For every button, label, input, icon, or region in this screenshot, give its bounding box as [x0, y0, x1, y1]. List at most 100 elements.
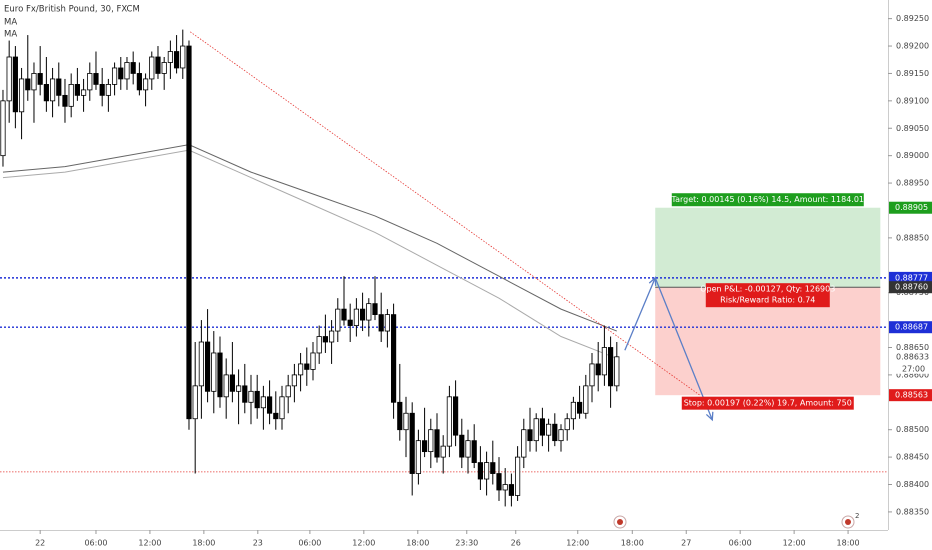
candle-body	[310, 352, 316, 370]
candle-body	[502, 484, 508, 491]
candle-body	[601, 347, 608, 376]
y-tick-label: 0.88650	[896, 343, 929, 352]
candle-body	[614, 356, 620, 387]
x-tick-label: 18:00	[192, 539, 215, 548]
x-tick-label: 12:00	[138, 539, 161, 548]
indicator-label: MA	[4, 18, 17, 28]
candle-body	[545, 423, 552, 436]
candle-body	[409, 412, 415, 474]
candle-body	[583, 385, 589, 414]
candle-body	[533, 418, 539, 442]
candle-body	[204, 341, 211, 392]
plot	[0, 29, 888, 507]
candle-body	[149, 56, 155, 80]
candle-body	[471, 440, 477, 463]
candle-body	[483, 462, 490, 480]
last-price-label: 0.88633	[896, 352, 929, 361]
candle-body	[335, 308, 341, 332]
candle-body	[353, 308, 359, 326]
candle-body	[403, 412, 409, 431]
candle-body	[558, 429, 564, 442]
candle-body	[31, 73, 37, 91]
trend-line	[189, 31, 701, 396]
candle-body	[595, 363, 601, 376]
candle-body	[180, 45, 186, 69]
candle-body	[18, 78, 25, 113]
candle-body	[465, 440, 471, 458]
candle-body	[552, 423, 558, 442]
candle-body	[415, 440, 421, 474]
y-tick-label: 0.88400	[896, 480, 929, 489]
candle-body	[93, 73, 99, 85]
candle-body	[56, 78, 62, 96]
price-badge	[889, 201, 932, 214]
candle-body	[242, 385, 248, 403]
candle-body	[68, 84, 74, 107]
countdown-label: 27:00	[902, 364, 925, 373]
candle-body	[124, 62, 130, 80]
x-tick-label: 12:00	[566, 539, 589, 548]
candle-body	[211, 352, 217, 392]
candle-body	[378, 314, 384, 332]
candle-body	[217, 352, 223, 398]
countdown-badge	[889, 362, 932, 374]
candle-body	[62, 94, 68, 107]
y-tick-label: 0.89050	[896, 124, 929, 133]
indicator-label: MA	[4, 30, 17, 40]
candle-body	[279, 396, 285, 420]
candle-body	[421, 440, 428, 453]
y-tick-label: 0.88850	[896, 233, 929, 242]
ratio-label: Risk/Reward Ratio: 0.74	[720, 296, 815, 305]
candle-body	[260, 396, 266, 409]
x-tick-label: 12:00	[783, 539, 806, 548]
candle-body	[111, 67, 118, 85]
candle-body	[118, 67, 124, 80]
pnl-label: Open P&L: -0.00127, Qty: 126903	[700, 285, 835, 294]
candle-body	[372, 303, 378, 316]
price-badge	[889, 321, 932, 334]
price-badge	[889, 271, 932, 284]
candle-body	[43, 84, 49, 102]
y-tick-label: 0.88450	[896, 453, 929, 462]
candle-body	[248, 390, 254, 403]
candle-body	[564, 418, 570, 431]
candle-body	[285, 385, 291, 398]
candle-body	[521, 429, 527, 458]
y-tick-label: 0.88350	[896, 507, 929, 516]
candle-body	[291, 374, 297, 387]
target-label: Target: 0.00145 (0.16%) 14.5, Amount: 11…	[671, 195, 864, 204]
y-tick-label: 0.88500	[896, 425, 929, 434]
event-icon-dot	[617, 519, 623, 525]
candle-body	[316, 336, 322, 354]
candle-body	[167, 51, 173, 63]
candle-body	[87, 73, 93, 91]
candle-body	[80, 89, 87, 96]
candle-body	[229, 374, 235, 392]
candle-body	[366, 303, 372, 321]
candle-body	[161, 62, 167, 74]
candle-body	[25, 78, 31, 91]
y-tick-label: 0.89000	[896, 151, 929, 160]
price-badge	[889, 281, 932, 294]
candle-body	[155, 56, 161, 74]
x-tick-label: 22	[35, 539, 45, 548]
candle-body	[0, 100, 6, 157]
candle-body	[514, 456, 521, 496]
x-tick-label: 26	[511, 539, 521, 548]
candle-body	[384, 314, 390, 332]
candle-body	[192, 385, 198, 420]
target-zone	[655, 207, 881, 288]
candle-body	[49, 78, 56, 102]
candle-body	[37, 73, 43, 85]
candle-body	[322, 336, 328, 343]
candle-body	[186, 45, 192, 420]
candle-body	[173, 51, 180, 69]
candle-body	[539, 418, 545, 436]
last-price-badge	[889, 350, 932, 363]
candle-body	[266, 396, 273, 414]
candle-body	[589, 363, 595, 387]
candle-body	[198, 341, 204, 387]
x-tick-label: 18:00	[406, 539, 429, 548]
event-icon-dot	[845, 519, 851, 525]
y-tick-label: 0.89250	[896, 14, 929, 23]
